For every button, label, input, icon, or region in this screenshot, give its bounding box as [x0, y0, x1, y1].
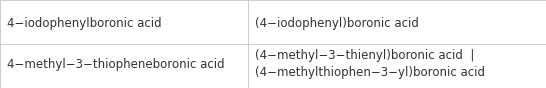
Bar: [248, 0, 546, 44]
Text: (4−methyl−3−thienyl)boronic acid  |
(4−methylthiophen−3−yl)boronic acid: (4−methyl−3−thienyl)boronic acid | (4−me…: [255, 49, 485, 79]
Bar: [248, 44, 546, 88]
Bar: [0, 44, 248, 88]
Text: 4−iodophenylboronic acid: 4−iodophenylboronic acid: [7, 17, 161, 30]
Bar: [0, 0, 248, 44]
Text: (4−iodophenyl)boronic acid: (4−iodophenyl)boronic acid: [255, 17, 419, 30]
Text: 4−methyl−3−thiopheneboronic acid: 4−methyl−3−thiopheneboronic acid: [7, 58, 224, 71]
